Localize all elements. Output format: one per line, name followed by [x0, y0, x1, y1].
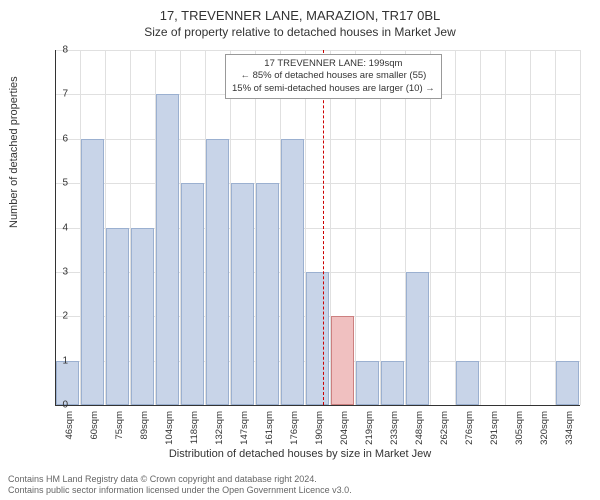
y-axis-label: Number of detached properties: [8, 76, 20, 228]
gridline-v: [380, 50, 381, 405]
ytick-label: 8: [62, 45, 68, 56]
xtick-label: 219sqm: [364, 411, 375, 451]
bar: [456, 361, 479, 405]
xtick-label: 204sqm: [339, 411, 350, 451]
xtick-label: 161sqm: [264, 411, 275, 451]
bar: [206, 139, 229, 405]
bar: [556, 361, 579, 405]
xtick-label: 305sqm: [514, 411, 525, 451]
gridline-v: [505, 50, 506, 405]
xtick-label: 233sqm: [389, 411, 400, 451]
chart-title-block: 17, TREVENNER LANE, MARAZION, TR17 0BL S…: [0, 0, 600, 39]
gridline-h: [55, 183, 580, 184]
annotation-line-1: 17 TREVENNER LANE: 199sqm: [232, 58, 435, 70]
bar: [331, 316, 354, 405]
xtick-label: 276sqm: [464, 411, 475, 451]
xtick-label: 132sqm: [214, 411, 225, 451]
ytick-label: 7: [62, 89, 68, 100]
ytick-label: 3: [62, 266, 68, 277]
ytick-label: 4: [62, 222, 68, 233]
ytick-label: 1: [62, 355, 68, 366]
bar: [131, 228, 154, 406]
attribution-footer: Contains HM Land Registry data © Crown c…: [8, 474, 352, 496]
bar: [231, 183, 254, 405]
bar: [81, 139, 104, 405]
plot-region: 17 TREVENNER LANE: 199sqm← 85% of detach…: [55, 50, 580, 405]
y-axis-line: [55, 50, 56, 405]
bar: [306, 272, 329, 405]
xtick-label: 147sqm: [239, 411, 250, 451]
xtick-label: 190sqm: [314, 411, 325, 451]
bar: [381, 361, 404, 405]
ytick-label: 5: [62, 178, 68, 189]
bar: [156, 94, 179, 405]
gridline-h: [55, 50, 580, 51]
bar: [106, 228, 129, 406]
x-axis-line: [55, 405, 580, 406]
xtick-label: 104sqm: [164, 411, 175, 451]
footer-line-1: Contains HM Land Registry data © Crown c…: [8, 474, 352, 485]
xtick-label: 118sqm: [189, 411, 200, 451]
bar: [406, 272, 429, 405]
annotation-line-2: ← 85% of detached houses are smaller (55…: [232, 70, 435, 82]
bar: [256, 183, 279, 405]
gridline-v: [580, 50, 581, 405]
gridline-v: [355, 50, 356, 405]
xtick-label: 89sqm: [139, 411, 150, 451]
xtick-label: 320sqm: [539, 411, 550, 451]
xtick-label: 176sqm: [289, 411, 300, 451]
gridline-v: [430, 50, 431, 405]
xtick-label: 60sqm: [89, 411, 100, 451]
ytick-label: 6: [62, 133, 68, 144]
bar: [356, 361, 379, 405]
reference-line: [323, 50, 324, 405]
ytick-label: 0: [62, 400, 68, 411]
xtick-label: 75sqm: [114, 411, 125, 451]
footer-line-2: Contains public sector information licen…: [8, 485, 352, 496]
xtick-label: 262sqm: [439, 411, 450, 451]
gridline-v: [455, 50, 456, 405]
gridline-v: [555, 50, 556, 405]
xtick-label: 334sqm: [564, 411, 575, 451]
address-title: 17, TREVENNER LANE, MARAZION, TR17 0BL: [0, 8, 600, 23]
gridline-h: [55, 139, 580, 140]
annotation-box: 17 TREVENNER LANE: 199sqm← 85% of detach…: [225, 54, 442, 99]
chart-subtitle: Size of property relative to detached ho…: [0, 25, 600, 39]
bar: [56, 361, 79, 405]
ytick-label: 2: [62, 311, 68, 322]
xtick-label: 248sqm: [414, 411, 425, 451]
annotation-line-3: 15% of semi-detached houses are larger (…: [232, 83, 435, 95]
gridline-v: [530, 50, 531, 405]
gridline-v: [480, 50, 481, 405]
xtick-label: 291sqm: [489, 411, 500, 451]
bar: [181, 183, 204, 405]
xtick-label: 46sqm: [64, 411, 75, 451]
bar: [281, 139, 304, 405]
chart-area: 17 TREVENNER LANE: 199sqm← 85% of detach…: [55, 50, 580, 405]
